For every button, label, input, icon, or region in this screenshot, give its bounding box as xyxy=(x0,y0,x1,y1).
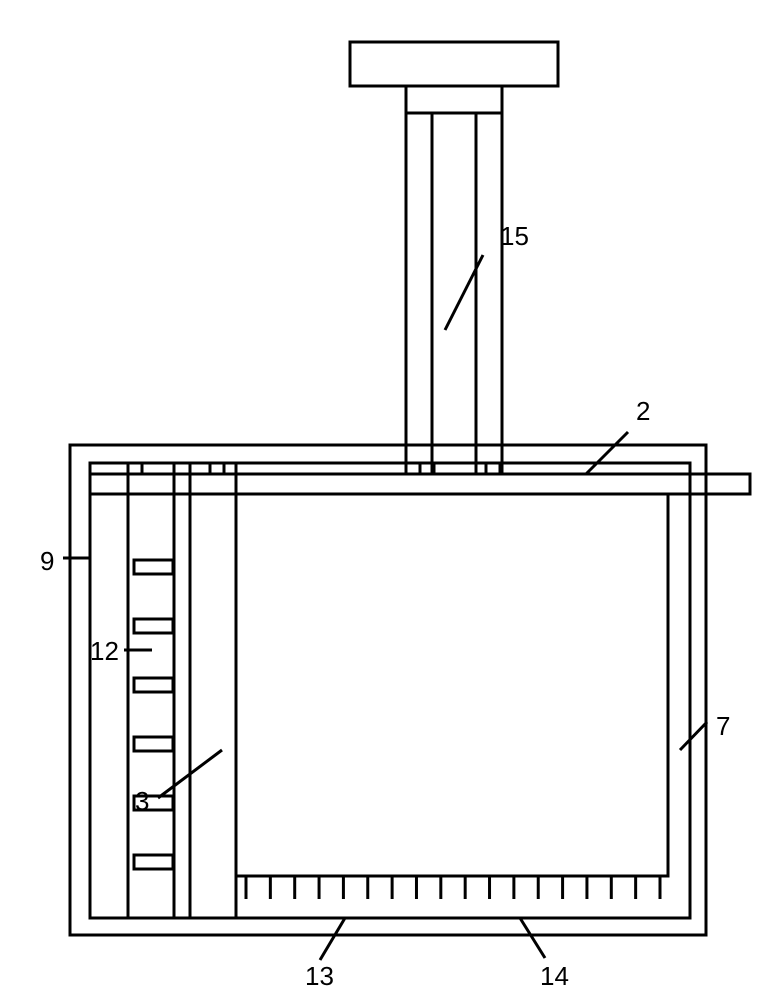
lead-2 xyxy=(586,432,628,474)
top-small-rect-1 xyxy=(210,463,224,474)
inner-box xyxy=(90,463,690,918)
top-small-rect-0 xyxy=(128,463,142,474)
lead-13 xyxy=(320,918,345,960)
side-slot-2 xyxy=(134,678,173,692)
label-2: 2 xyxy=(636,396,650,426)
label-13: 13 xyxy=(305,961,334,991)
left-panel-inner xyxy=(190,463,236,918)
top-cap xyxy=(350,42,558,86)
lead-14 xyxy=(520,918,545,958)
side-slot-5 xyxy=(134,855,173,869)
top-small-rect-3 xyxy=(486,463,500,474)
label-12: 12 xyxy=(90,636,119,666)
side-slot-0 xyxy=(134,560,173,574)
side-slot-1 xyxy=(134,619,173,633)
outer-box xyxy=(70,445,706,935)
label-15: 15 xyxy=(500,221,529,251)
label-7: 7 xyxy=(716,711,730,741)
top-neck xyxy=(406,86,502,113)
main-chamber xyxy=(236,494,668,876)
label-3: 3 xyxy=(135,786,149,816)
vertical-column xyxy=(406,113,502,474)
label-9: 9 xyxy=(40,546,54,576)
side-slot-3 xyxy=(134,737,173,751)
label-14: 14 xyxy=(540,961,569,991)
lead-7 xyxy=(680,722,707,750)
